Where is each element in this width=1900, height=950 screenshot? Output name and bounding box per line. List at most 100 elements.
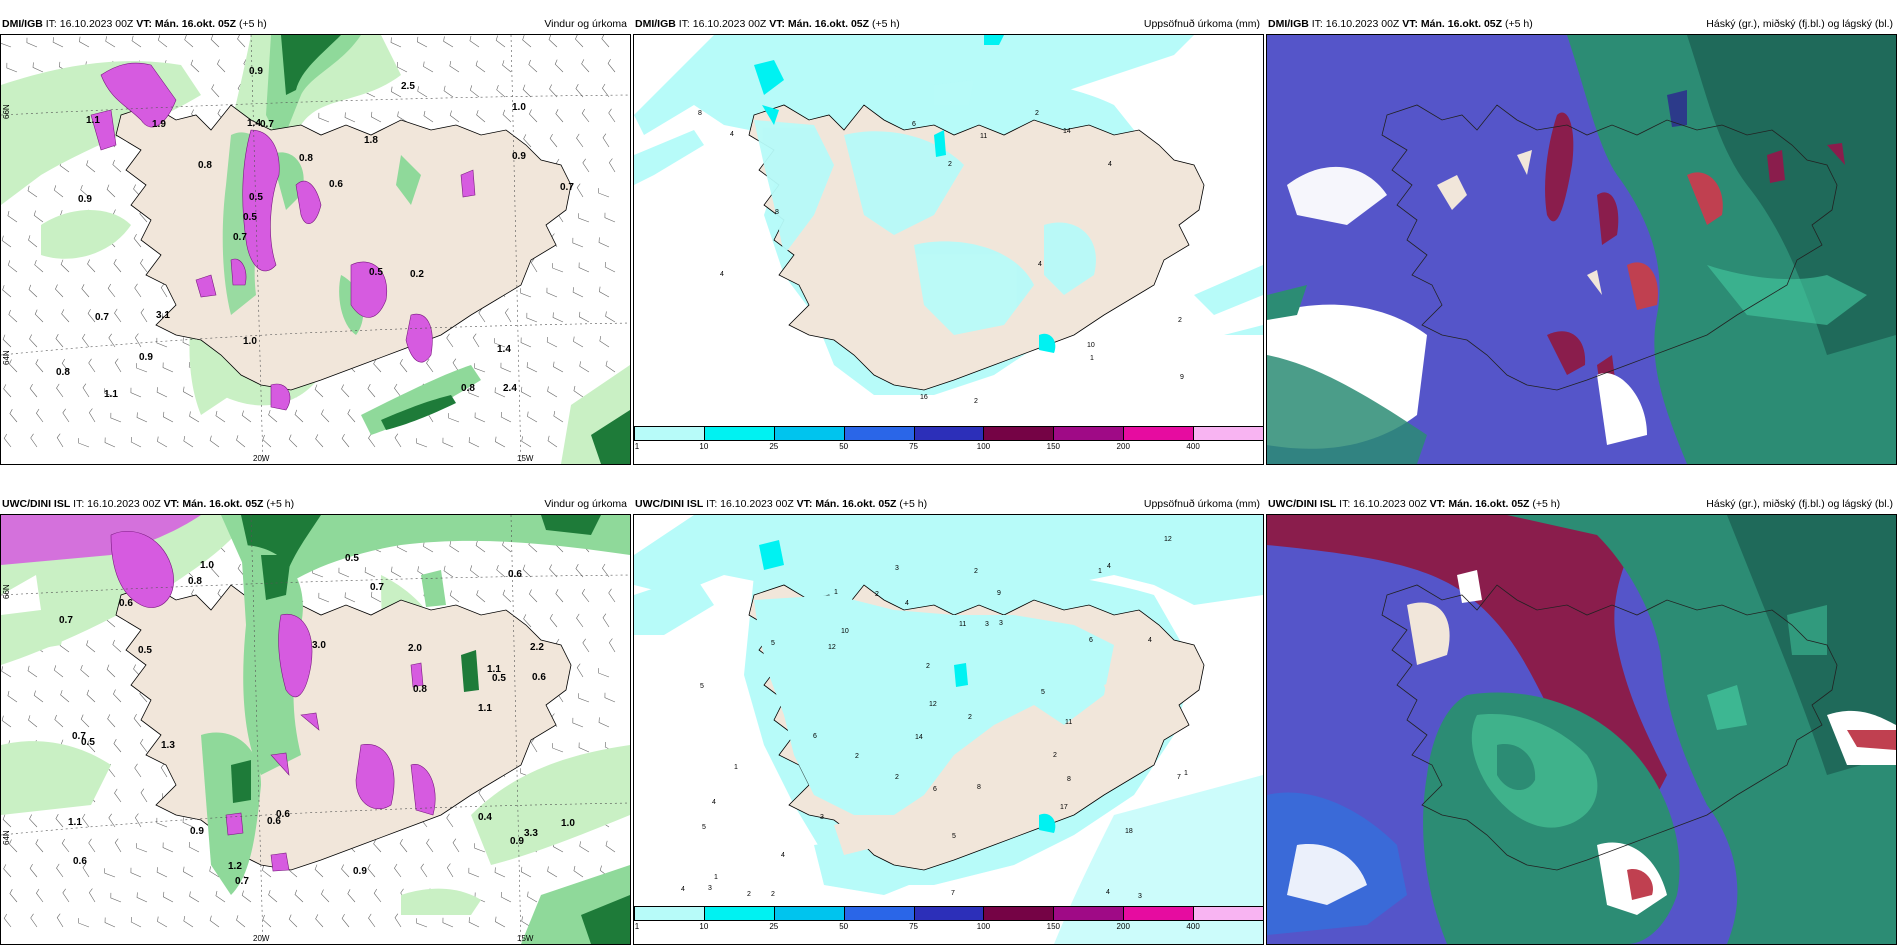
colorbar-tick-label: 200 — [1116, 922, 1130, 931]
map-accum-precip-bottom[interactable]: 2 3 8 7 11 14 2 12 4 6 4 5 9 12 18 17 10 4 7 4 5 3 5 2 5 3 6 8 12 6 11… — [633, 514, 1264, 945]
wind-barb — [188, 841, 200, 853]
init-time: IT: 16.10.2023 00Z — [45, 18, 134, 30]
wind-barb — [368, 913, 376, 928]
wind-barb — [572, 237, 584, 248]
value-label: 4 — [720, 271, 724, 278]
wind-barb — [417, 86, 428, 98]
wind-barb — [468, 437, 480, 448]
wind-barb — [476, 110, 486, 123]
value-label: 0.5 — [369, 267, 383, 278]
value-label: 8 — [977, 784, 981, 791]
value-label: 2 — [771, 891, 775, 898]
value-label: 0.8 — [188, 576, 202, 587]
wind-barb — [599, 336, 610, 348]
wind-barb — [399, 358, 408, 373]
value-label: 12 — [1164, 536, 1172, 543]
lon-label: 20W — [253, 934, 270, 943]
wind-barb — [130, 916, 142, 928]
lat-label: 64N — [2, 350, 11, 365]
colorbar-tick-label: 1 — [634, 442, 640, 451]
value-label: 1.0 — [561, 818, 575, 829]
model-name: UWC/DINI ISL — [1268, 498, 1337, 510]
wind-barb — [78, 918, 90, 928]
wind-barb — [105, 36, 116, 48]
wind-barb — [347, 409, 356, 423]
value-label: 4 — [1107, 563, 1111, 570]
colorbar-swatch — [983, 906, 1055, 921]
value-label: 0.5 — [138, 645, 152, 656]
wind-barb — [106, 664, 116, 678]
colorbar-bottom: 1 10 25 50 75 100 150 200 400 — [633, 906, 1264, 931]
valid-time: VT: Mán. 16.okt. 05Z — [163, 498, 264, 510]
value-label: 2 — [974, 568, 978, 575]
wind-barb — [423, 110, 434, 123]
wind-barb — [7, 690, 18, 703]
wind-barb — [553, 361, 564, 373]
wind-barb — [7, 210, 18, 223]
value-label: 0.6 — [532, 672, 546, 683]
wind-barb — [423, 541, 434, 553]
wind-barb — [549, 564, 558, 578]
map-clouds-bottom[interactable] — [1266, 514, 1897, 945]
colorbar-swatch — [913, 426, 985, 441]
wind-barb — [494, 867, 506, 878]
value-label: 16 — [920, 394, 928, 401]
wind-barb — [189, 411, 200, 423]
wind-barb — [530, 738, 538, 753]
wind-barb — [33, 690, 44, 703]
wind-barb — [549, 613, 558, 628]
init-time: IT: 16.10.2023 00Z — [1311, 18, 1400, 30]
wind-barb — [581, 108, 590, 123]
wind-barb — [605, 840, 616, 853]
value-label: 2.4 — [503, 383, 517, 394]
wind-barb — [452, 838, 460, 853]
value-label: 0.8 — [56, 367, 70, 378]
wind-barb — [530, 258, 538, 273]
wind-barb — [579, 361, 590, 373]
wind-barb — [160, 763, 168, 778]
colorbar-tick-label: 10 — [699, 922, 709, 931]
wind-barb — [56, 913, 64, 928]
wind-barb — [598, 237, 610, 248]
wind-barb — [130, 867, 142, 878]
wind-barb — [29, 334, 38, 348]
value-label: 8 — [775, 209, 779, 216]
value-label: 4 — [1106, 889, 1110, 896]
wind-barb — [113, 689, 122, 703]
wind-barb — [578, 311, 590, 323]
wind-barb — [495, 35, 506, 48]
map-clouds-top[interactable] — [1266, 34, 1897, 465]
map-wind-precip-bottom[interactable]: 0.4 2.2 3.3 3.0 0.6 1.0 1.1 0.9 0.6 0.5 0.6 0.7 1.1 0… — [0, 514, 631, 945]
wind-barb — [268, 410, 278, 423]
wind-barb — [130, 387, 142, 398]
wind-barb — [134, 283, 142, 298]
wind-barb — [7, 260, 18, 273]
wind-barb — [604, 212, 616, 223]
wind-barb — [104, 868, 116, 878]
wind-barb — [474, 363, 486, 373]
wind-barb — [475, 540, 486, 553]
value-label: 6 — [912, 121, 916, 128]
map-accum-precip-top[interactable]: 2 1 8 4 16 6 2 2 8 4 10 11 4 4 9 14 2 — [633, 34, 1264, 465]
colorbar-tick-label: 10 — [699, 442, 709, 451]
wind-barb — [52, 37, 64, 48]
wind-barb — [114, 358, 122, 373]
value-label: 4 — [781, 852, 785, 859]
wind-barb — [394, 383, 402, 398]
wind-barb — [496, 84, 506, 98]
wind-barb — [472, 333, 480, 348]
wind-barb — [478, 788, 486, 803]
value-label: 0.8 — [461, 383, 475, 394]
wind-barb — [80, 664, 90, 678]
value-label: 4 — [1108, 161, 1112, 168]
wind-barb — [576, 663, 584, 678]
wind-barb — [61, 358, 70, 373]
value-label: 9 — [1180, 374, 1184, 381]
wind-barb — [55, 814, 64, 828]
wind-barb — [60, 259, 70, 273]
wind-barb — [62, 888, 70, 903]
map-wind-precip-top[interactable]: 2.4 0.9 1.0 0.7 1.8 1.1 1.4 0.8 0.7 0.8 0.8 0.9 0.7 0… — [0, 34, 631, 465]
value-label: 0.9 — [139, 352, 153, 363]
value-label: 1 — [834, 589, 838, 596]
wind-barb — [526, 312, 538, 323]
